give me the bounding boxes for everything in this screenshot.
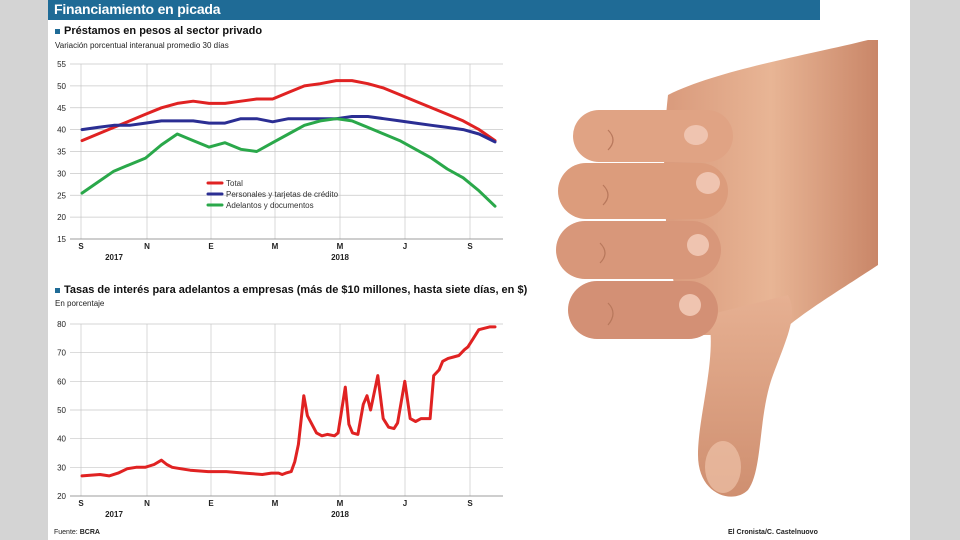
chart1-ytick-label: 20: [57, 213, 66, 222]
chart2-ytick-label: 60: [57, 377, 66, 386]
chart1-xtick-label: M: [337, 242, 344, 251]
chart1-ytick-label: 55: [57, 60, 66, 69]
chart1-ytick-label: 50: [57, 82, 66, 91]
bullet-square-icon: [55, 287, 60, 293]
chart1-xtick-label: J: [403, 242, 407, 251]
header-bar: Financiamiento en picada: [48, 0, 820, 20]
chart2-xtick-label: S: [467, 499, 473, 508]
chart2-ytick-label: 20: [57, 492, 66, 501]
chart1-series-line-2: [80, 117, 497, 208]
footer-source-value: BCRA: [79, 529, 100, 536]
chart2-plot: 20 30 40 50 60 70 80 S N E M M J S 2017 2018: [57, 320, 503, 519]
chart1-year-label: 2018: [331, 253, 349, 262]
footer-source: Fuente: BCRA: [54, 529, 100, 536]
chart2-year-label: 2018: [331, 510, 349, 519]
chart2-title-wrap: Tasas de interés para adelantos a empres…: [55, 284, 527, 296]
chart1-xtick-label: N: [144, 242, 150, 251]
chart2-ytick-label: 30: [57, 463, 66, 472]
chart2-xtick-label: S: [78, 499, 84, 508]
footer-source-label: Fuente:: [54, 529, 78, 536]
chart1-xtick-label: M: [272, 242, 279, 251]
chart1-plot: 15 20 25 30 35 40 45 50 55 S N E M M J S 2017 2018 Total Pe…: [57, 60, 503, 262]
chart1-xtick-label: S: [78, 242, 84, 251]
chart1-ytick-label: 15: [57, 235, 66, 244]
chart1-xtick-label: E: [208, 242, 214, 251]
chart1-series-line-0: [80, 79, 497, 143]
chart2-xtick-label: M: [337, 499, 344, 508]
chart2-year-label: 2017: [105, 510, 123, 519]
chart1-year-label: 2017: [105, 253, 123, 262]
bullet-square-icon: [55, 28, 60, 34]
chart2-xtick-label: J: [403, 499, 407, 508]
chart1-ytick-label: 25: [57, 191, 66, 200]
chart2-ytick-label: 40: [57, 435, 66, 444]
chart1-ytick-label: 40: [57, 126, 66, 135]
chart2-ytick-label: 50: [57, 406, 66, 415]
chart2-subtitle: En porcentaje: [55, 299, 105, 308]
chart1-title: Préstamos en pesos al sector privado: [64, 25, 263, 37]
thumbs-down-hand-icon: [556, 40, 878, 497]
footer-credit: El Cronista/C. Castelnuovo: [728, 529, 818, 536]
chart1-legend-label: Personales y tarjetas de crédito: [226, 190, 339, 199]
chart1-ytick-label: 30: [57, 169, 66, 178]
chart1-subtitle: Variación porcentual interanual promedio…: [55, 41, 229, 50]
chart1-title-wrap: Préstamos en pesos al sector privado: [55, 25, 262, 37]
chart2-title: Tasas de interés para adelantos a empres…: [64, 284, 528, 296]
chart1-series-line-1: [80, 115, 497, 144]
chart2-ytick-label: 80: [57, 320, 66, 329]
chart2-xtick-label: N: [144, 499, 150, 508]
chart2-series-line-0: [80, 325, 497, 478]
chart2-ytick-label: 70: [57, 349, 66, 358]
infographic-panel: Financiamiento en picada Préstamos en pe…: [48, 0, 910, 540]
chart1-legend-label: Adelantos y documentos: [226, 201, 314, 210]
chart1-legend-label: Total: [226, 179, 243, 188]
page-title: Financiamiento en picada: [54, 1, 221, 17]
chart2-xtick-label: E: [208, 499, 214, 508]
chart1-ytick-label: 35: [57, 148, 66, 157]
chart1-ytick-label: 45: [57, 104, 66, 113]
chart2-xtick-label: M: [272, 499, 279, 508]
chart1-xtick-label: S: [467, 242, 473, 251]
